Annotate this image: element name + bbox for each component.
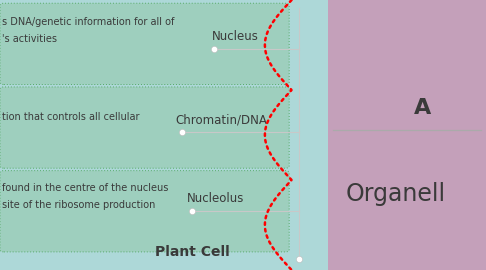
Text: Nucleus: Nucleus [211, 30, 258, 43]
Text: site of the ribosome production: site of the ribosome production [2, 200, 156, 210]
FancyBboxPatch shape [0, 0, 328, 270]
Text: s DNA/genetic information for all of: s DNA/genetic information for all of [2, 16, 175, 27]
Text: Nucleolus: Nucleolus [187, 192, 244, 205]
FancyBboxPatch shape [0, 3, 289, 85]
Polygon shape [265, 0, 486, 270]
Text: found in the centre of the nucleus: found in the centre of the nucleus [2, 183, 169, 193]
Text: tion that controls all cellular: tion that controls all cellular [2, 112, 140, 123]
FancyBboxPatch shape [0, 171, 289, 252]
Text: 's activities: 's activities [2, 34, 57, 44]
Text: Organell: Organell [346, 183, 446, 206]
Text: A: A [414, 98, 432, 118]
Text: Plant Cell: Plant Cell [155, 245, 229, 259]
Text: Chromatin/DNA: Chromatin/DNA [175, 114, 267, 127]
FancyBboxPatch shape [0, 87, 289, 168]
